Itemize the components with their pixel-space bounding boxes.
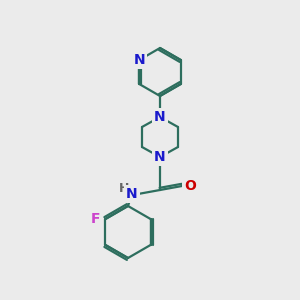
Text: N: N xyxy=(154,110,166,124)
Text: F: F xyxy=(91,212,100,226)
Text: N: N xyxy=(126,187,138,201)
Text: O: O xyxy=(184,179,196,193)
Text: N: N xyxy=(134,53,145,67)
Text: N: N xyxy=(154,150,166,164)
Text: H: H xyxy=(119,182,129,194)
